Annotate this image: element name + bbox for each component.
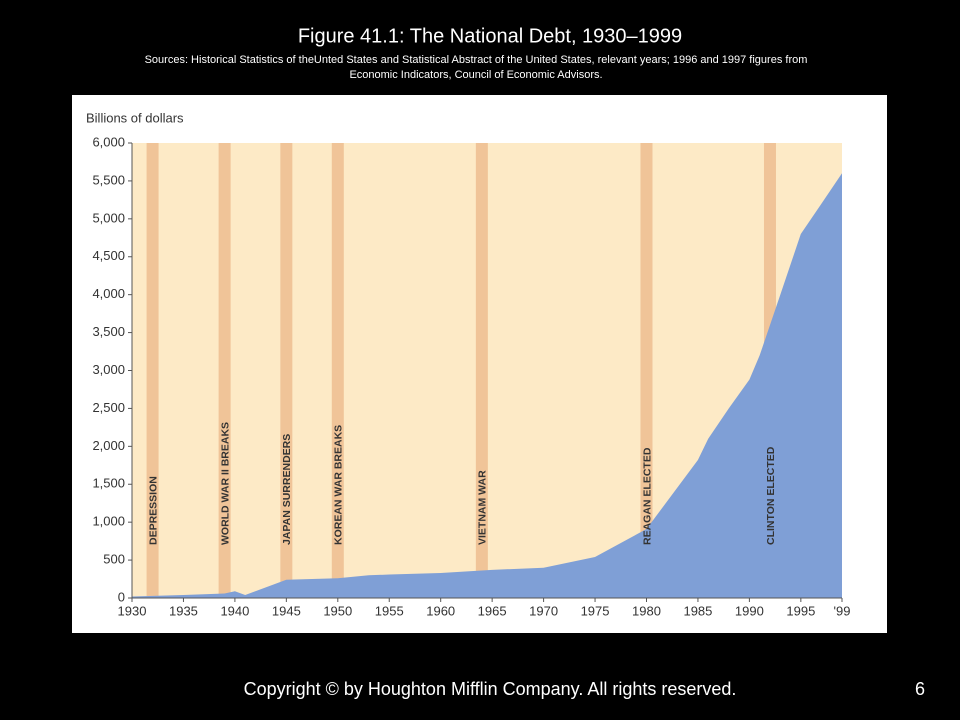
event-band (146, 143, 159, 598)
x-tick-label: 1980 (632, 603, 661, 618)
y-tick-label: 4,000 (92, 286, 125, 301)
y-tick-label: 6,000 (92, 134, 125, 149)
y-tick-label: 500 (103, 552, 125, 567)
debt-area (132, 173, 842, 599)
x-tick-label: 1990 (735, 603, 764, 618)
event-label: WORLD WAR II BREAKS (219, 422, 231, 545)
event-band (475, 143, 488, 598)
title: Figure 41.1: The National Debt, 1930–199… (298, 25, 682, 47)
x-tick-label: 1950 (323, 603, 352, 618)
y-tick-label: 1,500 (92, 476, 125, 491)
y-axis-label: Billions of dollars (86, 110, 184, 125)
y-tick-label: 3,000 (92, 362, 125, 377)
x-tick-label: 1935 (169, 603, 198, 618)
event-band (280, 143, 293, 598)
event-band (640, 143, 653, 598)
event-label: VIETNAM WAR (477, 470, 489, 545)
footer: Copyright © by Houghton Mifflin Company.… (244, 679, 737, 699)
event-label: REAGAN ELECTED (641, 447, 653, 545)
y-tick-label: 3,500 (92, 324, 125, 339)
event-label: JAPAN SURRENDERS (281, 434, 293, 545)
event-label: KOREAN WAR BREAKS (333, 425, 345, 545)
y-tick-label: 2,000 (92, 438, 125, 453)
event-label: DEPRESSION (147, 476, 159, 545)
x-tick-label: 1965 (478, 603, 507, 618)
x-tick-label: 1960 (426, 603, 455, 618)
y-tick-label: 4,500 (92, 248, 125, 263)
sources: Sources: Historical Statistics of theUnt… (145, 54, 808, 66)
y-tick-label: 5,500 (92, 172, 125, 187)
sources: Economic Indicators, Council of Economic… (349, 69, 602, 81)
y-tick-label: 5,000 (92, 210, 125, 225)
x-tick-label: 1930 (118, 603, 147, 618)
event-band (218, 143, 231, 598)
x-tick-label: 1940 (220, 603, 249, 618)
x-tick-label: 1995 (786, 603, 815, 618)
x-tick-label: 1985 (683, 603, 712, 618)
x-tick-label: '99 (834, 603, 851, 618)
x-tick-label: 1955 (375, 603, 404, 618)
x-tick-label: 1945 (272, 603, 301, 618)
x-tick-label: 1970 (529, 603, 558, 618)
y-tick-label: 0 (118, 589, 125, 604)
y-tick-label: 2,500 (92, 400, 125, 415)
x-tick-label: 1975 (581, 603, 610, 618)
y-tick-label: 1,000 (92, 514, 125, 529)
page-number: 6 (915, 679, 925, 699)
event-band (331, 143, 344, 598)
event-label: CLINTON ELECTED (765, 446, 777, 545)
